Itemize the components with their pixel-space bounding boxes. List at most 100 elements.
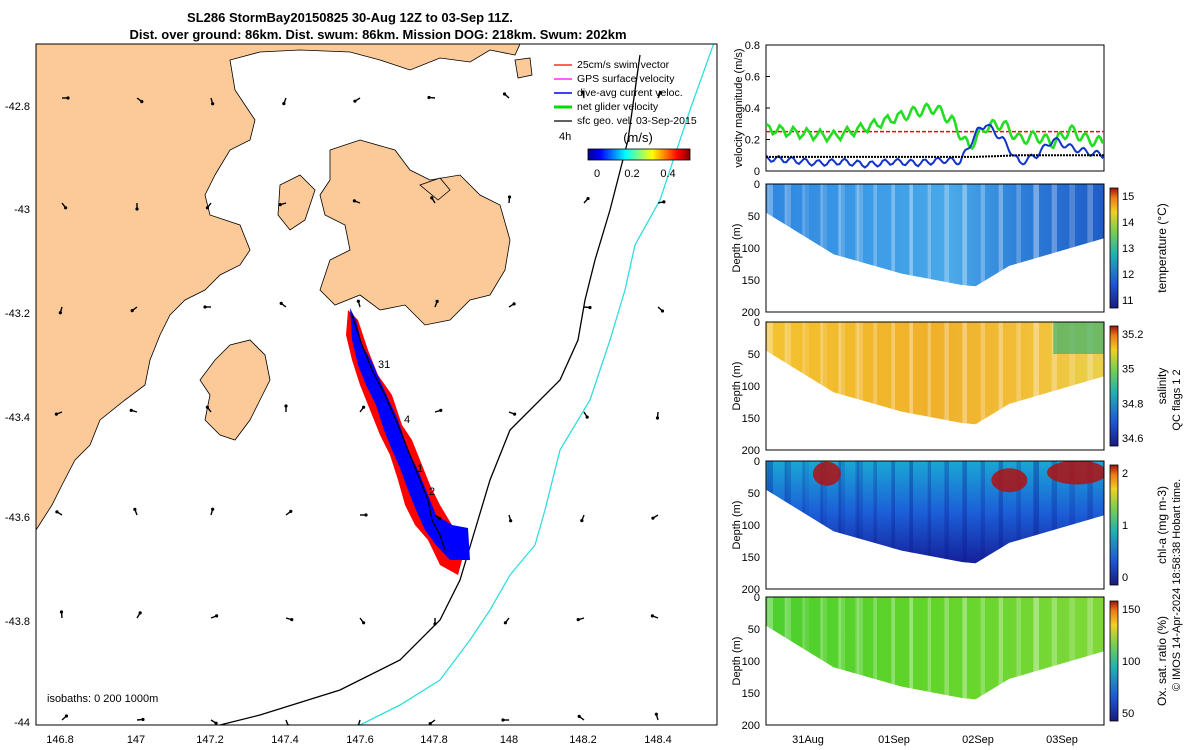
heatmap-streak (873, 184, 877, 312)
heatmap-streak (857, 597, 863, 725)
heatmap-streak (838, 461, 841, 589)
heatmap-streak (855, 597, 859, 725)
heatmap-ytick: 150 (742, 413, 760, 425)
heatmap-streak (909, 184, 913, 312)
legend-label: dive-avg current veloc. (577, 87, 683, 99)
peninsula-north (319, 139, 511, 326)
heatmap-streak (963, 184, 967, 312)
heatmap-streak (838, 597, 841, 725)
heatmap-streak (1017, 184, 1021, 312)
heatmap-streak (1016, 597, 1021, 725)
heatmap-streak (821, 461, 827, 589)
heatmap-streak (839, 184, 845, 312)
map-ytick: -43.4 (5, 412, 30, 424)
heatmap-streak (981, 322, 985, 450)
heatmap-streak (1052, 461, 1057, 589)
heatmap-mask (766, 625, 1104, 725)
heatmap-streak (839, 461, 845, 589)
colorbar-tick: 34.6 (1122, 433, 1143, 445)
heatmap-streak (945, 597, 949, 725)
geo-arrow-head (650, 614, 654, 618)
heatmap-streak (873, 461, 877, 589)
land-mass (36, 44, 521, 531)
heatmap-colorbar (1109, 187, 1119, 309)
heatmap-streak (856, 322, 859, 450)
map-ytick: -42.8 (5, 101, 30, 113)
geo-arrow-head (64, 206, 68, 210)
heatmap-streak (821, 184, 827, 312)
islet-ne (514, 57, 533, 79)
heatmap-streak (928, 597, 931, 725)
geo-arrow-head (289, 509, 293, 513)
heatmap-ytick: 50 (748, 488, 760, 500)
velocity-ylabel: velocity magnitude (m/s) (733, 48, 745, 167)
heatmap-streak (892, 461, 895, 589)
colorbar-tick: 2 (1122, 468, 1128, 480)
geo-arrow-head (576, 618, 580, 622)
geo-arrow-head (205, 405, 209, 409)
chl-high-patch (1046, 461, 1104, 485)
heatmap-streak (873, 597, 877, 725)
heatmap-streak (999, 597, 1003, 725)
geo-arrow-head (135, 207, 139, 211)
geo-arrow-head (585, 415, 589, 419)
map-xtick: 146.8 (46, 734, 74, 746)
heatmap-streak (928, 184, 931, 312)
heatmap-mask (766, 350, 1104, 450)
heatmap-streak (927, 597, 931, 725)
heatmap-frame (765, 460, 1105, 590)
heatmap-mask (766, 489, 1104, 589)
heatmap-ylabel: Depth (m) (731, 362, 743, 411)
heatmap-streak (838, 184, 841, 312)
heatmap-ytick: 0 (754, 592, 760, 604)
heatmap-streak (944, 461, 949, 589)
heatmap-colorbar (1109, 600, 1119, 722)
heatmap-streak (981, 597, 985, 725)
geo-arrow-head (651, 516, 655, 520)
geo-arrow-head (130, 309, 134, 313)
heatmap-streak (891, 597, 895, 725)
heatmap-streak (963, 597, 967, 725)
geo-arrow-head (211, 507, 215, 511)
velocity-ytick: 0 (754, 166, 760, 178)
colorbar-tick: 15 (1122, 191, 1134, 203)
geo-arrow-head (659, 91, 663, 95)
heatmap-fill (766, 322, 1104, 425)
colorbar-tick: 35 (1122, 364, 1134, 376)
heatmap-streak (963, 461, 967, 589)
geo-arrow-head (205, 206, 209, 210)
geo-arrow-head (586, 196, 590, 201)
map-xtick: 147.4 (271, 734, 299, 746)
heatmap-ytick: 100 (742, 381, 760, 393)
geo-arrow-head (433, 622, 437, 626)
heatmap-streak (1051, 461, 1057, 589)
legend-scale-label: 4h (559, 131, 571, 143)
geo-arrow-head (356, 299, 360, 303)
heatmap-ytick: 200 (742, 445, 760, 457)
qc-flags-text: QC flags 1 2 (1171, 369, 1183, 430)
geo-arrow-head (660, 309, 665, 313)
map-x-axis: 146.8 147 147.2 147.4 147.6 147.8 148 14… (46, 734, 672, 746)
geo-arrow-head (203, 305, 207, 309)
heatmap-ytick: 200 (742, 720, 760, 732)
heatmap-streak (857, 184, 863, 312)
heatmap-streak (891, 461, 895, 589)
geo-arrow-head (362, 405, 366, 409)
heatmap-streak (928, 461, 931, 589)
heatmap-streak (998, 322, 1003, 450)
heatmap-streak (909, 597, 913, 725)
geo-arrow-head (503, 621, 507, 625)
heatmap-streak (998, 184, 1003, 312)
heatmap-streak (873, 322, 877, 450)
heatmap-streak (980, 184, 985, 312)
colorbar-label: salinity (1155, 368, 1169, 405)
heatmap-streak (1034, 461, 1039, 589)
peninsula-small (277, 174, 316, 231)
heatmap-streak (998, 461, 1003, 589)
heatmap-streak (855, 461, 859, 589)
heatmap-streak (1051, 184, 1057, 312)
geo-arrow-head (64, 714, 69, 718)
heatmap-streak (999, 322, 1003, 450)
legend-label: 25cm/s swim vector (577, 59, 670, 71)
map-y-axis: -42.8 -43 -43.2 -43.4 -43.6 -43.8 -44 (5, 101, 30, 729)
